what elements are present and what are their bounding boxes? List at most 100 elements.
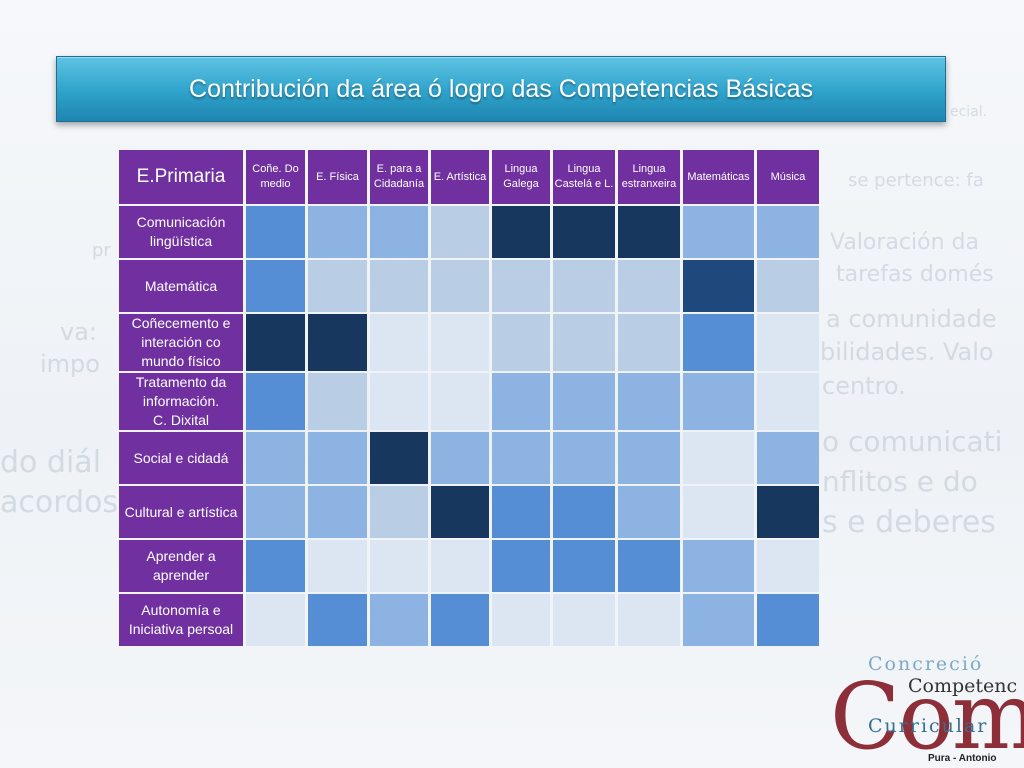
matrix-cell bbox=[553, 540, 615, 592]
matrix-cell bbox=[553, 206, 615, 258]
bg-text: tarefas domés bbox=[836, 262, 994, 287]
matrix-cell bbox=[553, 314, 615, 371]
matrix-cell bbox=[246, 206, 305, 258]
matrix-cell bbox=[683, 314, 754, 371]
row-label: Cultural e artística bbox=[119, 486, 243, 538]
bg-text: centro. bbox=[822, 372, 906, 400]
matrix-cell bbox=[370, 432, 428, 484]
brand-credit: Pura - Antonio bbox=[928, 753, 997, 764]
matrix-cell bbox=[618, 594, 680, 646]
brand-line-1: Concreció bbox=[868, 653, 984, 675]
row-label: Aprender a aprender bbox=[119, 540, 243, 592]
row-label: Matemática bbox=[119, 260, 243, 312]
bg-text: do diál bbox=[0, 445, 102, 480]
competency-matrix: E.Primaria Coñe. Do medio E. Física E. p… bbox=[116, 148, 822, 648]
matrix-cell bbox=[618, 540, 680, 592]
column-header: Matemáticas bbox=[683, 150, 754, 204]
brand-logo: Comp Concreció Competenc Curricular Pura… bbox=[834, 653, 1024, 768]
column-header: Música bbox=[757, 150, 819, 204]
matrix-cell bbox=[492, 314, 550, 371]
row-label: Comunicación lingüística bbox=[119, 206, 243, 258]
matrix-cell bbox=[431, 260, 489, 312]
matrix-cell bbox=[492, 594, 550, 646]
matrix-cell bbox=[757, 373, 819, 430]
matrix-cell bbox=[492, 486, 550, 538]
matrix-cell bbox=[618, 206, 680, 258]
matrix-cell bbox=[308, 432, 367, 484]
column-header: Lingua Castelá e L. bbox=[553, 150, 615, 204]
header-row: E.Primaria Coñe. Do medio E. Física E. p… bbox=[119, 150, 819, 204]
matrix-cell bbox=[553, 486, 615, 538]
corner-header: E.Primaria bbox=[119, 150, 243, 204]
bg-text: acordos bbox=[0, 485, 119, 520]
row-label: Coñecemento e interación co mundo físico bbox=[119, 314, 243, 371]
matrix-cell bbox=[246, 260, 305, 312]
matrix-cell bbox=[431, 206, 489, 258]
matrix-row: Social e cidadá bbox=[119, 432, 819, 484]
matrix-row: Coñecemento e interación co mundo físico bbox=[119, 314, 819, 371]
matrix-cell bbox=[757, 432, 819, 484]
matrix-cell bbox=[618, 486, 680, 538]
matrix-cell bbox=[618, 260, 680, 312]
matrix-cell bbox=[246, 486, 305, 538]
matrix-cell bbox=[618, 373, 680, 430]
matrix-body: Comunicación lingüística Matemática Coñece… bbox=[119, 206, 819, 646]
matrix-row: Aprender a aprender bbox=[119, 540, 819, 592]
matrix-cell bbox=[308, 206, 367, 258]
bg-text: Valoración da bbox=[830, 230, 979, 255]
matrix-cell bbox=[492, 206, 550, 258]
matrix-row: Cultural e artística bbox=[119, 486, 819, 538]
matrix-cell bbox=[246, 432, 305, 484]
brand-big-text: Comp bbox=[834, 663, 1024, 768]
matrix-cell bbox=[492, 260, 550, 312]
matrix-cell bbox=[757, 540, 819, 592]
matrix-cell bbox=[757, 594, 819, 646]
matrix-cell bbox=[683, 486, 754, 538]
matrix-row: Comunicación lingüística bbox=[119, 206, 819, 258]
matrix-cell bbox=[757, 314, 819, 371]
matrix-cell bbox=[308, 540, 367, 592]
matrix-cell bbox=[308, 260, 367, 312]
matrix-cell bbox=[370, 373, 428, 430]
matrix-cell bbox=[553, 594, 615, 646]
column-header: Lingua estranxeira bbox=[618, 150, 680, 204]
column-header: E. Física bbox=[308, 150, 367, 204]
title-banner: Contribución da área ó logro das Compete… bbox=[56, 56, 946, 122]
bg-text: bilidades. Valo bbox=[820, 338, 994, 366]
bg-text: o comunicati bbox=[822, 425, 1003, 458]
matrix-row: Tratamento da información. C. Dixital bbox=[119, 373, 819, 430]
matrix-cell bbox=[683, 373, 754, 430]
column-header: E. para a Cidadanía bbox=[370, 150, 428, 204]
matrix-cell bbox=[757, 260, 819, 312]
matrix-cell bbox=[308, 314, 367, 371]
column-header: E. Artística bbox=[431, 150, 489, 204]
matrix-cell bbox=[757, 486, 819, 538]
matrix-cell bbox=[683, 432, 754, 484]
matrix-cell bbox=[492, 432, 550, 484]
bg-text: impo bbox=[40, 350, 100, 378]
matrix-cell bbox=[757, 206, 819, 258]
matrix-cell bbox=[246, 314, 305, 371]
bg-text: se pertence: fa bbox=[848, 170, 984, 191]
matrix-cell bbox=[370, 314, 428, 371]
matrix-cell bbox=[370, 594, 428, 646]
row-label: Tratamento da información. C. Dixital bbox=[119, 373, 243, 430]
brand-line-3: Curricular bbox=[868, 715, 989, 737]
matrix-cell bbox=[431, 594, 489, 646]
matrix-cell bbox=[308, 594, 367, 646]
matrix-cell bbox=[308, 486, 367, 538]
matrix-cell bbox=[370, 486, 428, 538]
matrix-row: Matemática bbox=[119, 260, 819, 312]
matrix-cell bbox=[618, 314, 680, 371]
matrix-cell bbox=[683, 260, 754, 312]
bg-text: va: bbox=[60, 318, 97, 346]
matrix-cell bbox=[683, 594, 754, 646]
row-label: Social e cidadá bbox=[119, 432, 243, 484]
matrix-cell bbox=[618, 432, 680, 484]
slide-title: Contribución da área ó logro das Compete… bbox=[189, 74, 813, 103]
bg-text: s e deberes bbox=[822, 505, 996, 540]
matrix-cell bbox=[370, 260, 428, 312]
matrix-cell bbox=[553, 373, 615, 430]
matrix-cell bbox=[431, 432, 489, 484]
matrix-cell bbox=[431, 373, 489, 430]
